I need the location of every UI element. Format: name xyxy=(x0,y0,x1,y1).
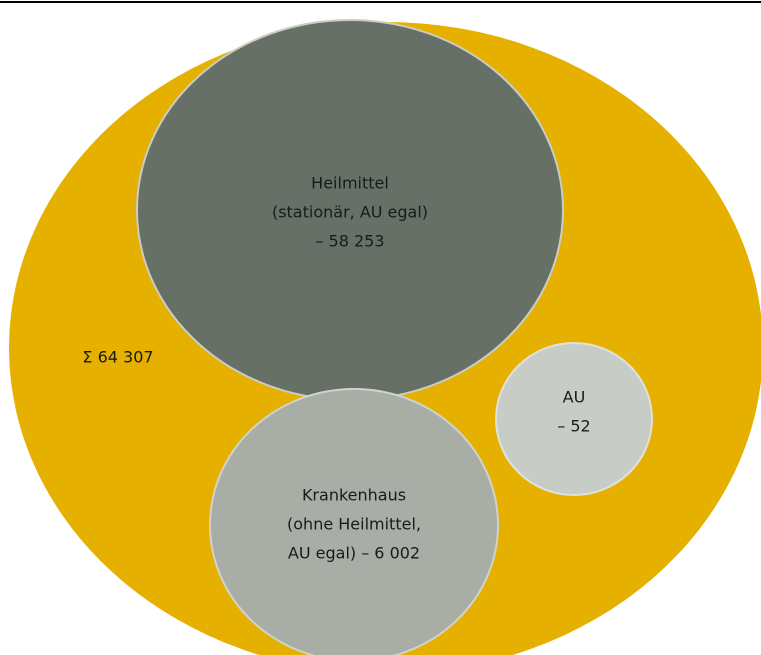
node-label: AU xyxy=(563,388,586,407)
node-label: Heilmittel xyxy=(311,174,389,193)
node-label: – 58 253 xyxy=(315,232,384,251)
node-label: Krankenhaus xyxy=(302,486,406,505)
au-circle xyxy=(495,342,653,496)
node-label: AU egal) – 6 002 xyxy=(288,544,420,563)
node-label: (stationär, AU egal) xyxy=(272,203,428,222)
krankenhaus-circle xyxy=(209,388,499,655)
total-label: Σ 64 307 xyxy=(82,348,153,367)
node-label: – 52 xyxy=(557,417,590,436)
node-label: (ohne Heilmittel, xyxy=(287,515,421,534)
